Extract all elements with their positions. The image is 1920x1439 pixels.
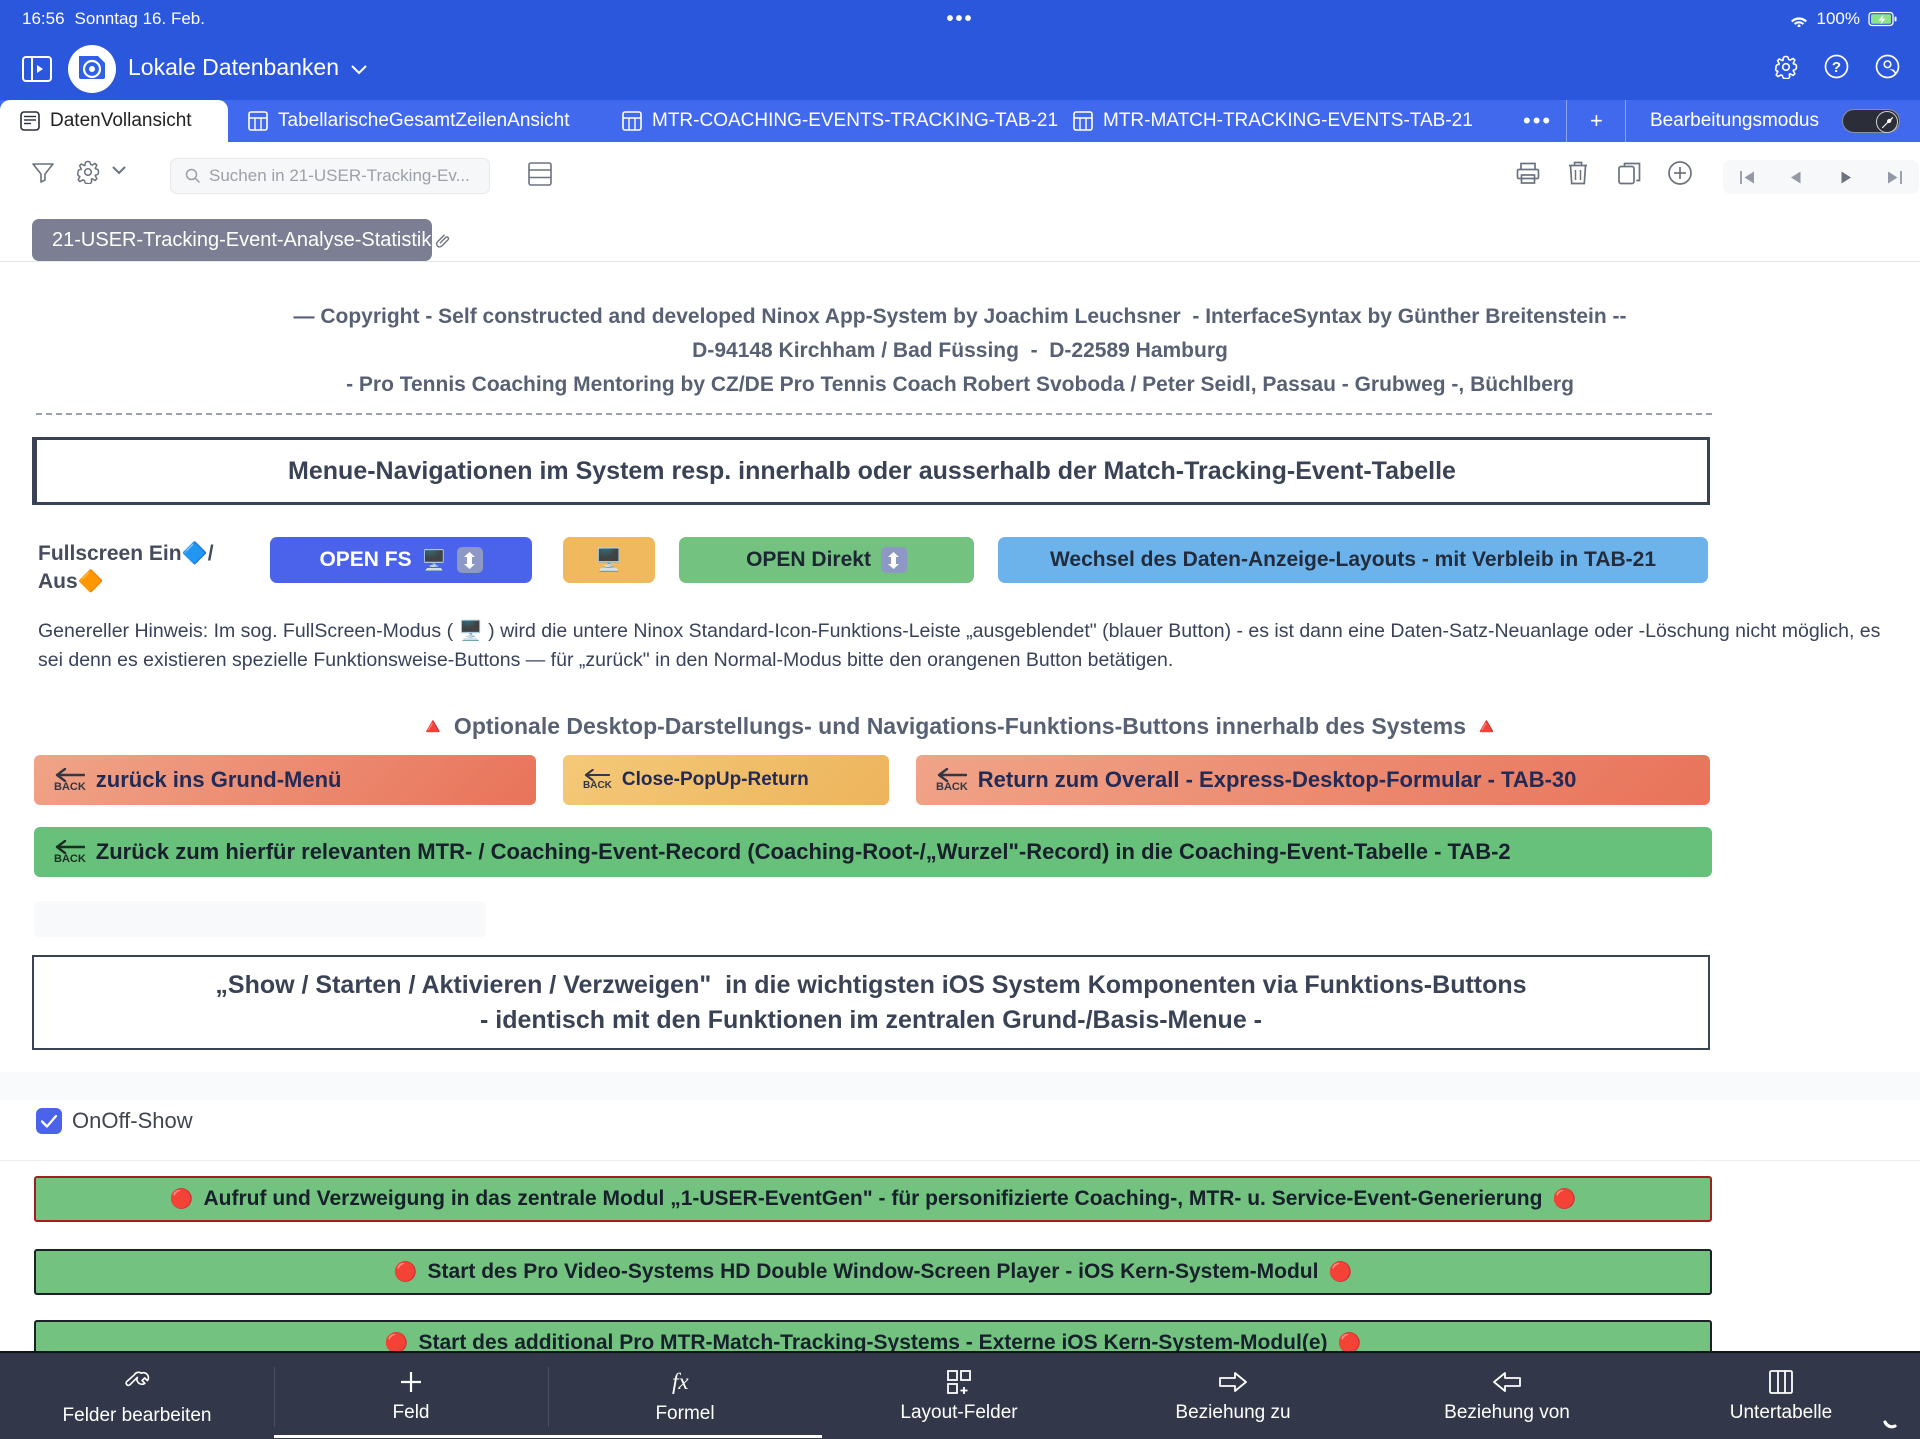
svg-text:?: ? <box>1832 59 1841 76</box>
svg-text:fx: fx <box>672 1369 689 1394</box>
